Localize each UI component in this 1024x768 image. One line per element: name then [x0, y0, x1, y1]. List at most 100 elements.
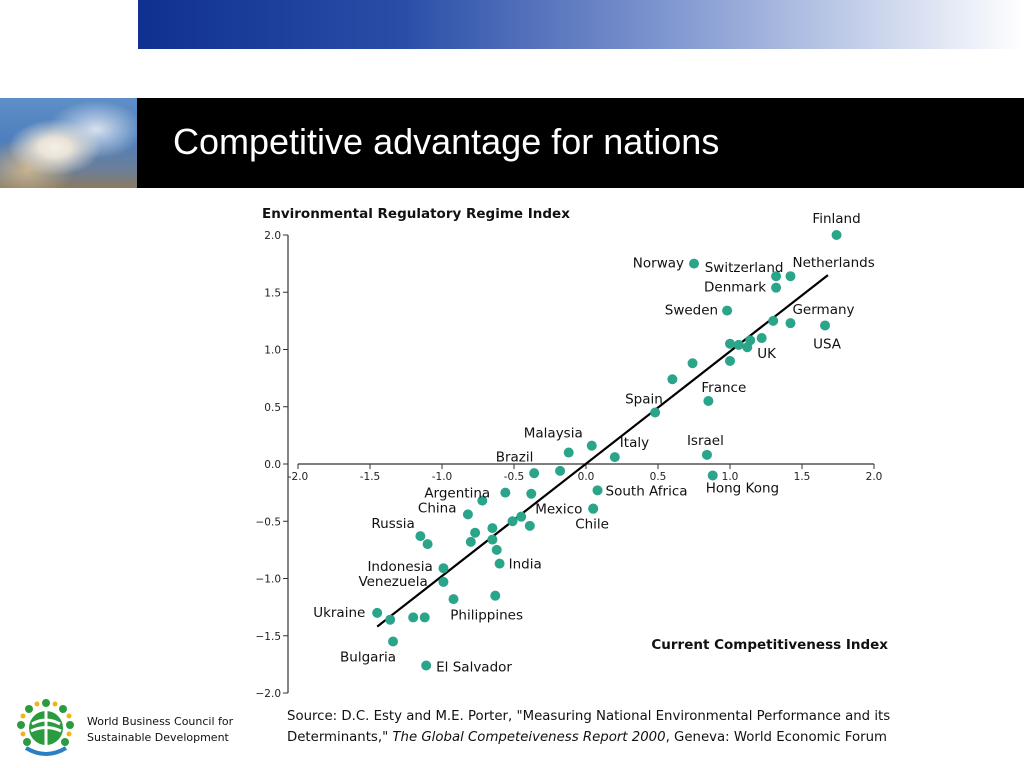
y-tick-label: 1.5: [264, 287, 281, 299]
data-point: [408, 612, 419, 623]
point-label-ukraine: Ukraine: [313, 605, 365, 621]
data-point: [768, 315, 779, 326]
data-point: [529, 468, 540, 479]
point-label-spain: Spain: [625, 391, 663, 407]
data-point: [725, 355, 735, 366]
x-tick-label: 0.5: [650, 471, 667, 483]
data-point: [687, 358, 698, 369]
point-label-russia: Russia: [371, 516, 414, 532]
data-point: [507, 516, 518, 527]
point-label-germany: Germany: [792, 302, 854, 318]
data-points: [372, 230, 842, 671]
source-suffix: , Geneva: World Economic Forum: [665, 730, 887, 745]
point-label-philippines: Philippines: [450, 608, 523, 624]
organization-name: World Business Council for Sustainable D…: [87, 714, 233, 746]
data-point: [470, 527, 481, 538]
point-label-indonesia: Indonesia: [367, 559, 432, 575]
point-label-chile: Chile: [575, 517, 609, 533]
data-point-hong-kong: [707, 470, 718, 481]
data-point-ukraine: [372, 607, 383, 618]
point-label-france: France: [701, 380, 746, 396]
point-label-italy: Italy: [620, 435, 649, 451]
data-point-netherlands: [785, 271, 796, 282]
point-label-netherlands: Netherlands: [792, 255, 874, 271]
x-tick-label: 0.0: [578, 471, 595, 483]
data-point-russia: [415, 531, 426, 542]
data-point: [465, 536, 476, 547]
slide-title: Competitive advantage for nations: [173, 121, 720, 162]
y-tick-label: 0.5: [264, 402, 281, 414]
data-point-finland: [831, 230, 842, 240]
data-point-china: [462, 509, 473, 520]
point-label-china: China: [418, 500, 457, 516]
data-point-denmark: [771, 282, 782, 293]
data-point-chile: [588, 503, 599, 514]
data-point-israel: [701, 449, 712, 460]
point-label-el-salvador: El Salvador: [436, 660, 512, 676]
data-point: [667, 374, 678, 385]
y-tick-label: 1.0: [264, 345, 281, 357]
header-gradient-bar: [138, 0, 1024, 49]
point-label-brazil: Brazil: [496, 450, 534, 466]
y-tick-label: −1.5: [256, 631, 282, 643]
source-citation: Source: D.C. Esty and M.E. Porter, "Meas…: [287, 706, 907, 748]
point-label-argentina: Argentina: [424, 486, 490, 502]
data-point: [422, 539, 433, 550]
x-tick-label: -1.0: [432, 471, 453, 483]
y-axis-title: Environmental Regulatory Regime Index: [262, 206, 570, 222]
data-point: [524, 520, 535, 531]
x-tick-label: -2.0: [288, 471, 309, 483]
point-label-uk: UK: [757, 346, 777, 362]
data-point: [516, 511, 527, 522]
data-point-spain: [650, 407, 661, 418]
x-tick-label: 1.0: [722, 471, 739, 483]
data-point-norway: [689, 258, 699, 269]
point-label-venezuela: Venezuela: [358, 574, 427, 590]
data-point-switzerland: [771, 271, 782, 282]
data-point: [725, 338, 735, 349]
data-point-el-salvador: [421, 660, 432, 671]
data-point: [487, 534, 498, 545]
data-point: [419, 612, 430, 623]
data-point-malaysia: [586, 440, 597, 451]
point-label-usa: USA: [813, 336, 842, 352]
point-labels: Finland Norway Switzerland Netherlands Denma…: [313, 211, 875, 676]
y-tick-label: −0.5: [256, 516, 282, 528]
trend-line: [376, 274, 829, 628]
data-point-germany: [785, 318, 796, 329]
point-label-denmark: Denmark: [704, 280, 766, 296]
data-point-indonesia: [438, 563, 449, 574]
point-label-norway: Norway: [633, 256, 684, 272]
data-point: [526, 488, 537, 499]
point-label-bulgaria: Bulgaria: [340, 649, 396, 665]
data-point-sweden: [722, 305, 733, 316]
data-point: [745, 335, 756, 346]
point-label-finland: Finland: [812, 211, 860, 227]
trend-line-layer: [376, 274, 829, 628]
x-tick-label: -1.5: [360, 471, 381, 483]
point-label-india: India: [509, 557, 542, 573]
data-point: [487, 523, 498, 534]
data-point-philippines: [490, 590, 501, 601]
data-point: [448, 594, 459, 605]
source-prefix: Source: D.C. Esty and M.E. Porter, "Meas…: [287, 709, 891, 745]
data-point-argentina: [477, 495, 488, 506]
data-point-italy: [609, 452, 620, 463]
data-point-france: [703, 396, 714, 407]
data-point: [500, 487, 511, 498]
y-tick-label: 2.0: [264, 230, 281, 242]
point-label-malaysia: Malaysia: [524, 426, 583, 442]
y-tick-label: −2.0: [256, 688, 282, 700]
scatter-chart: Environmental Regulatory Regime Index Cu…: [256, 206, 889, 700]
x-axis-title: Current Competitiveness Index: [651, 637, 888, 653]
wbcsd-logo: [17, 699, 74, 756]
point-label-hong-kong: Hong Kong: [706, 480, 779, 496]
x-tick-label: -0.5: [504, 471, 525, 483]
sky-image: [0, 98, 137, 188]
data-point: [555, 465, 566, 476]
y-tick-label: 0.0: [264, 459, 281, 471]
data-point-brazil: [563, 447, 574, 458]
data-point-south-africa: [592, 485, 603, 496]
data-point: [733, 339, 744, 350]
data-point: [385, 614, 396, 625]
